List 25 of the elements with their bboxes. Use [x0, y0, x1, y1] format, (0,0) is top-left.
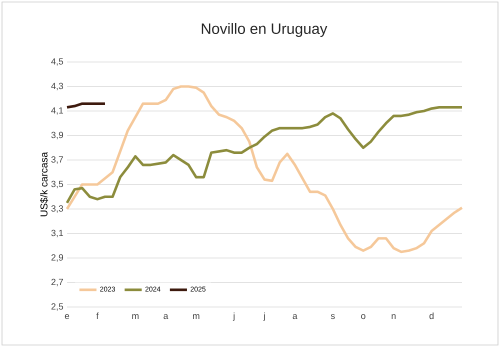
x-tick-label: n: [392, 314, 396, 319]
x-tick-label: m: [132, 314, 139, 319]
x-tick-label: f: [96, 312, 99, 319]
x-tick-label: j: [263, 312, 265, 321]
x-tick-label: d: [429, 312, 434, 320]
x-tick-label: a: [292, 314, 298, 320]
y-tick-label: 2,5: [51, 303, 64, 311]
y-tick-label: 3,7: [51, 156, 64, 164]
y-tick-label: 4,1: [51, 107, 64, 115]
y-tick-label: 3,3: [51, 205, 64, 213]
x-tick-label: o: [361, 314, 366, 320]
x-tick-label: a: [164, 314, 168, 320]
x-tick-label: j: [232, 312, 235, 321]
y-tick-label: 4,3: [51, 82, 64, 90]
y-axis-title: US$/k carcasa: [40, 152, 48, 216]
x-tick-label: m: [192, 314, 200, 319]
chart-title: Novillo en Uruguay: [202, 23, 328, 37]
x-tick-label: e: [64, 314, 70, 320]
y-tick-label: 3,1: [51, 230, 64, 238]
y-tick-label: 3,9: [51, 132, 64, 140]
y-tick-label: 3,5: [51, 180, 64, 188]
y-tick-label: 2,9: [51, 254, 64, 262]
y-tick-label: 2,7: [51, 278, 64, 286]
x-tick-label: s: [330, 314, 335, 320]
y-tick-label: 4,5: [51, 58, 64, 66]
